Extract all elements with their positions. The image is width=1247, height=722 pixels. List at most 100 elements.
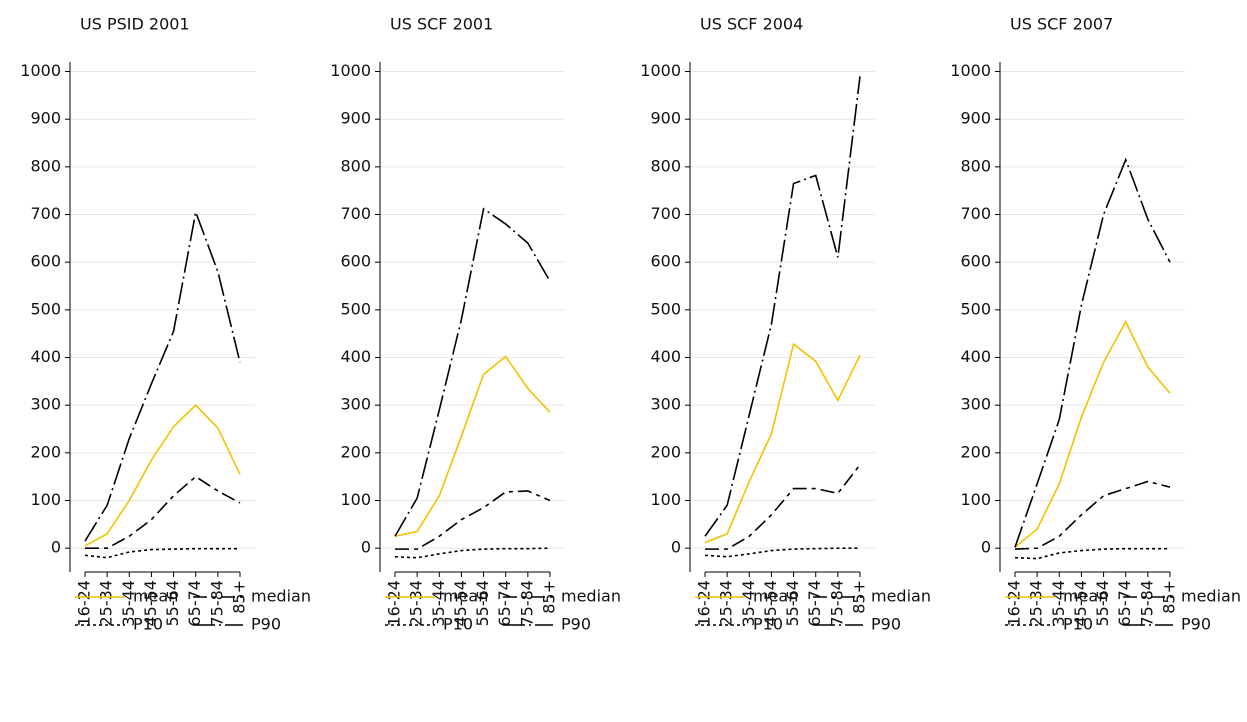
panel: US SCF 2007 0 100 200 300 400 500 600 700 800 900 1… <box>950 15 1241 634</box>
x-tick-label: 45-54 <box>1071 580 1090 627</box>
panel-title: US SCF 2007 <box>1010 15 1113 34</box>
legend-label: P10 <box>133 615 163 634</box>
y-tick-label: 400 <box>30 347 61 366</box>
legend-label: P10 <box>1063 615 1093 634</box>
y-tick-label: 600 <box>960 252 991 271</box>
legend-label: mean <box>443 587 488 606</box>
y-tick-label: 900 <box>340 109 371 128</box>
y-tick-label: 300 <box>340 395 371 414</box>
legend-label: mean <box>1063 587 1108 606</box>
x-tick-label: 75-84 <box>827 580 846 627</box>
y-tick-label: 500 <box>30 299 61 318</box>
x-tick-label: 55-64 <box>163 580 182 627</box>
panel: US SCF 2004 0 100 200 300 400 500 600 700 800 900 1… <box>640 15 931 634</box>
y-tick-label: 700 <box>650 204 681 223</box>
y-tick-label: 400 <box>340 347 371 366</box>
x-tick-label: 65-74 <box>1115 580 1134 627</box>
y-tick-label: 200 <box>30 442 61 461</box>
x-tick-label: 35-44 <box>119 580 138 627</box>
x-tick-label: 55-64 <box>473 580 492 627</box>
y-tick-label: 200 <box>960 442 991 461</box>
series-line <box>1014 320 1171 548</box>
x-tick-label: 25-34 <box>717 580 736 627</box>
series-line <box>704 342 861 544</box>
series-line <box>704 547 860 558</box>
x-tick-label: 35-44 <box>739 580 758 627</box>
x-tick-label: 25-34 <box>407 580 426 627</box>
legend-label: median <box>871 587 931 606</box>
legend-label: P90 <box>251 615 281 634</box>
y-tick-label: 400 <box>960 347 991 366</box>
y-tick-label: 200 <box>340 442 371 461</box>
y-tick-label: 500 <box>960 299 991 318</box>
x-tick-label: 85+ <box>230 580 249 614</box>
x-tick-label: 25-34 <box>97 580 116 627</box>
legend-label: P10 <box>443 615 473 634</box>
y-tick-label: 300 <box>650 395 681 414</box>
y-tick-label: 900 <box>30 109 61 128</box>
legend-label: P90 <box>1181 615 1211 634</box>
y-tick-label: 0 <box>981 538 991 557</box>
legend-label: P90 <box>871 615 901 634</box>
x-tick-label: 85+ <box>850 580 869 614</box>
y-tick-label: 1000 <box>950 61 991 80</box>
y-tick-label: 700 <box>960 204 991 223</box>
x-tick-label: 75-84 <box>207 580 226 627</box>
x-tick-label: 65-74 <box>805 580 824 627</box>
y-tick-label: 600 <box>650 252 681 271</box>
y-tick-label: 1000 <box>20 61 61 80</box>
x-tick-label: 85+ <box>540 580 559 614</box>
x-tick-label: 45-54 <box>451 580 470 627</box>
series-line <box>1014 547 1170 560</box>
y-tick-label: 800 <box>30 156 61 175</box>
y-tick-label: 100 <box>650 490 681 509</box>
panel-title: US PSID 2001 <box>80 15 190 34</box>
panel-title: US SCF 2001 <box>390 15 493 34</box>
y-tick-label: 300 <box>30 395 61 414</box>
legend-label: median <box>251 587 311 606</box>
legend-label: P90 <box>561 615 591 634</box>
series-line <box>84 404 241 547</box>
y-tick-label: 400 <box>650 347 681 366</box>
y-tick-label: 600 <box>30 252 61 271</box>
x-tick-label: 65-74 <box>495 580 514 627</box>
x-tick-label: 75-84 <box>1137 580 1156 627</box>
series-line <box>394 207 551 537</box>
y-tick-label: 100 <box>340 490 371 509</box>
y-tick-label: 800 <box>650 156 681 175</box>
series-line <box>84 547 240 559</box>
panel: US PSID 2001 0 100 200 300 400 500 600 700 800 900… <box>20 15 311 634</box>
y-tick-label: 500 <box>340 299 371 318</box>
series-line <box>394 547 551 559</box>
x-tick-label: 75-84 <box>517 580 536 627</box>
x-tick-label: 16-24 <box>1005 580 1024 627</box>
y-tick-label: 100 <box>30 490 61 509</box>
series-line <box>394 355 551 538</box>
x-tick-label: 85+ <box>1160 580 1179 614</box>
y-tick-label: 900 <box>960 109 991 128</box>
x-tick-label: 55-64 <box>1093 580 1112 627</box>
x-tick-label: 16-24 <box>385 580 404 627</box>
panel-title: US SCF 2004 <box>700 15 803 34</box>
y-tick-label: 0 <box>51 538 61 557</box>
y-tick-label: 0 <box>671 538 681 557</box>
y-tick-label: 100 <box>960 490 991 509</box>
legend-label: median <box>561 587 621 606</box>
series-line <box>705 464 861 550</box>
legend-label: P10 <box>753 615 783 634</box>
series-line <box>704 76 861 537</box>
x-tick-label: 35-44 <box>1049 580 1068 627</box>
y-tick-label: 500 <box>650 299 681 318</box>
series-line <box>1014 157 1171 548</box>
legend-label: median <box>1181 587 1241 606</box>
y-tick-label: 1000 <box>640 61 681 80</box>
series-line <box>84 209 241 542</box>
legend-label: mean <box>133 587 178 606</box>
y-tick-label: 1000 <box>330 61 371 80</box>
x-tick-label: 16-24 <box>695 580 714 627</box>
y-tick-label: 800 <box>960 156 991 175</box>
y-tick-label: 600 <box>340 252 371 271</box>
y-tick-label: 900 <box>650 109 681 128</box>
series-line <box>85 475 241 549</box>
